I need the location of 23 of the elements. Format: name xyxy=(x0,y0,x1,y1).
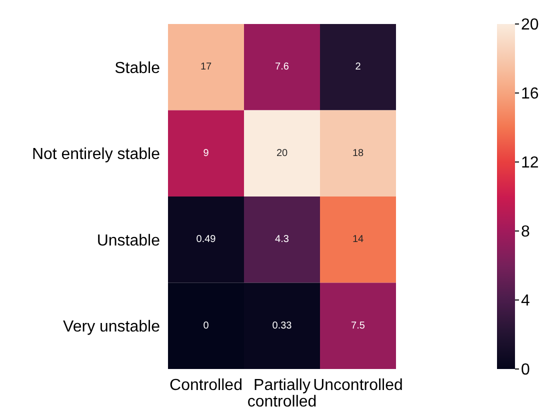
y-tick-label: Stable xyxy=(114,60,160,77)
color-bar-label: 12 xyxy=(521,154,539,172)
color-bar-label: 4 xyxy=(521,292,530,310)
data-label: 7.5 xyxy=(351,320,366,332)
data-label: 2 xyxy=(355,62,362,73)
data-label: 0.33 xyxy=(272,320,292,332)
color-bar-label: 8 xyxy=(521,224,530,241)
y-tick-label: Not entirely stable xyxy=(32,146,160,164)
color-bar-label: 16 xyxy=(521,86,539,103)
y-tick-label: Unstable xyxy=(96,232,160,250)
data-label: 20 xyxy=(276,148,288,159)
data-label: 0.49 xyxy=(196,234,216,246)
color-bar-label: 0 xyxy=(521,362,530,379)
color-bar-label: 20 xyxy=(521,16,539,34)
data-label: 4.3 xyxy=(275,234,290,246)
data-label: 17 xyxy=(200,62,212,73)
data-label: 7.6 xyxy=(275,62,290,73)
data-label: 14 xyxy=(352,234,364,246)
data-label: 18 xyxy=(352,148,364,159)
x-tick-label: Controlled xyxy=(170,376,242,394)
data-label: 9 xyxy=(203,148,210,159)
y-tick-label: Very unstable xyxy=(63,318,160,336)
data-label: 0 xyxy=(203,320,210,332)
